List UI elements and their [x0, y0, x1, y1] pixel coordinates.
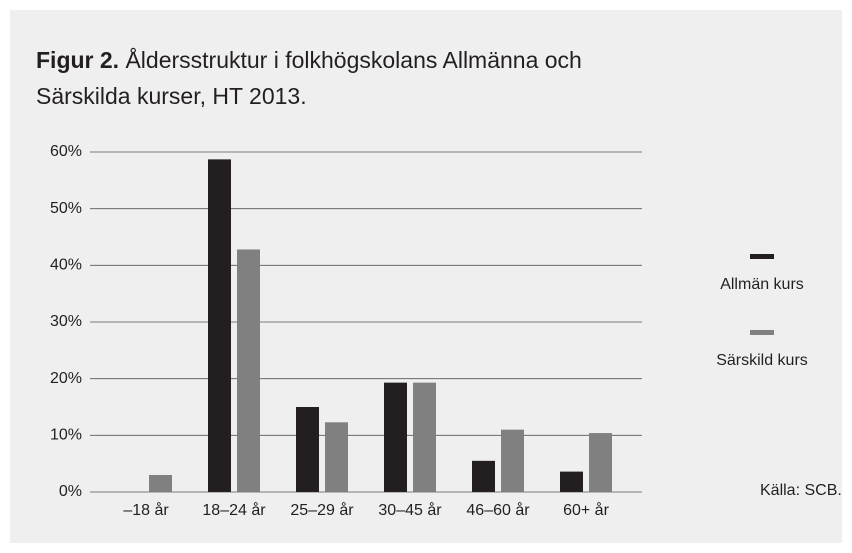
chart: Källa: SCB. 0% 10% 20% 30% 40% 50% 60% –18 år 18… [50, 143, 842, 519]
y-tick-label: 30% [50, 313, 82, 330]
bar [208, 159, 231, 492]
chart-panel: Figur 2. Åldersstruktur i folkhögskolans… [10, 10, 842, 543]
y-tick-label: 10% [50, 427, 82, 444]
y-tick-label: 50% [50, 200, 82, 217]
bar [589, 433, 612, 492]
title-text: Åldersstruktur i folkhögskolans Allmänna… [36, 47, 582, 109]
x-tick-label: 46–60 år [466, 501, 530, 519]
x-tick-label: 60+ år [563, 501, 609, 519]
legend-label: Allmän kurs [720, 276, 804, 293]
y-tick-label: 60% [50, 143, 82, 160]
bar [296, 407, 319, 492]
x-tick-label: 30–45 år [378, 501, 442, 519]
source: Källa: SCB. [760, 482, 842, 499]
bar [384, 382, 407, 492]
bar [501, 429, 524, 492]
y-tick-label: 20% [50, 370, 82, 387]
x-tick-label: 25–29 år [290, 501, 354, 519]
bar [472, 460, 495, 492]
bar [560, 471, 583, 492]
x-tick-label: 18–24 år [202, 501, 266, 519]
y-tick-label: 40% [50, 257, 82, 274]
legend-swatch [750, 254, 774, 259]
legend-label: Särskild kurs [716, 352, 808, 369]
bar [149, 475, 172, 492]
y-tick-label: 0% [59, 483, 82, 500]
bar [325, 422, 348, 492]
x-tick-label: –18 år [123, 501, 169, 519]
legend-swatch [750, 330, 774, 335]
bar [237, 249, 260, 492]
bar [413, 382, 436, 492]
figure-label: Figur 2. [36, 47, 120, 73]
chart-title: Figur 2. Åldersstruktur i folkhögskolans… [36, 42, 656, 114]
